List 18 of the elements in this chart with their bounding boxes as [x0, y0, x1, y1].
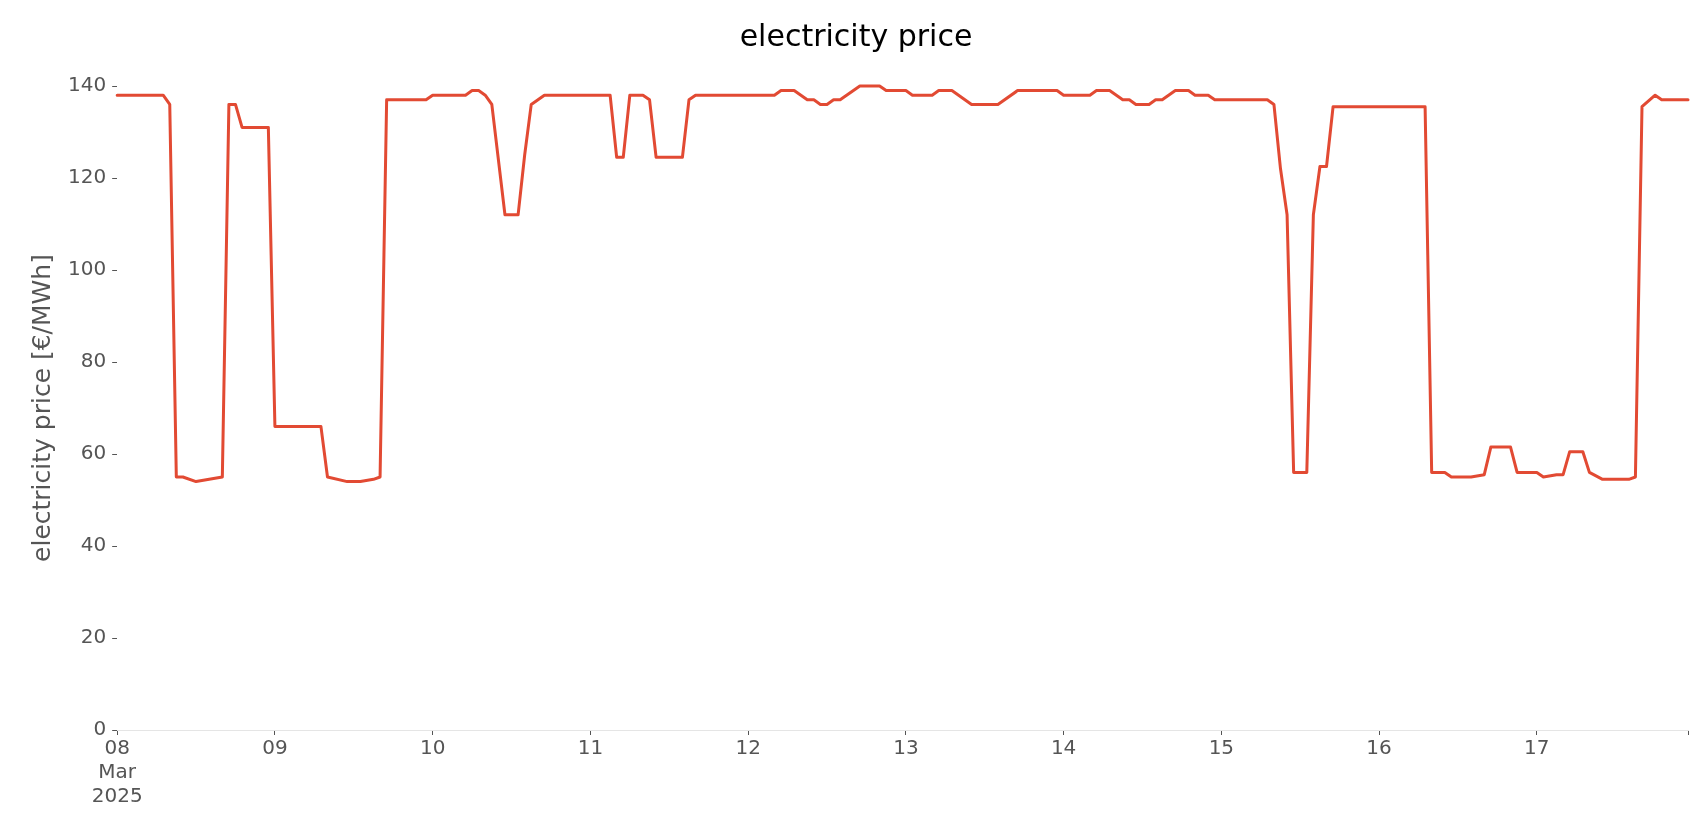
x-tick-label: 13 — [893, 735, 919, 760]
x-tick-label: 11 — [577, 735, 604, 760]
x-tick-label: 17 — [1524, 735, 1550, 760]
y-tick-label: 120 — [67, 164, 107, 189]
x-tick-label: 14 — [1050, 735, 1077, 760]
y-axis-title: electricity price [€/MWh] — [26, 254, 56, 562]
x-tick-label: 12 — [735, 735, 761, 760]
x-tick-label: 15 — [1208, 735, 1235, 760]
y-tick-label: 100 — [67, 256, 107, 281]
y-tick-label: 20 — [80, 624, 107, 649]
y-tick-label: 80 — [80, 348, 107, 373]
x-tick-label: 09 — [262, 735, 288, 760]
y-tick-label: 60 — [80, 440, 107, 465]
chart-title: electricity price — [739, 17, 973, 53]
x-tick-label: 16 — [1366, 735, 1392, 760]
y-tick-label: 140 — [67, 72, 107, 97]
x-tick-label: 10 — [419, 735, 446, 760]
y-tick-label: 40 — [80, 532, 107, 557]
